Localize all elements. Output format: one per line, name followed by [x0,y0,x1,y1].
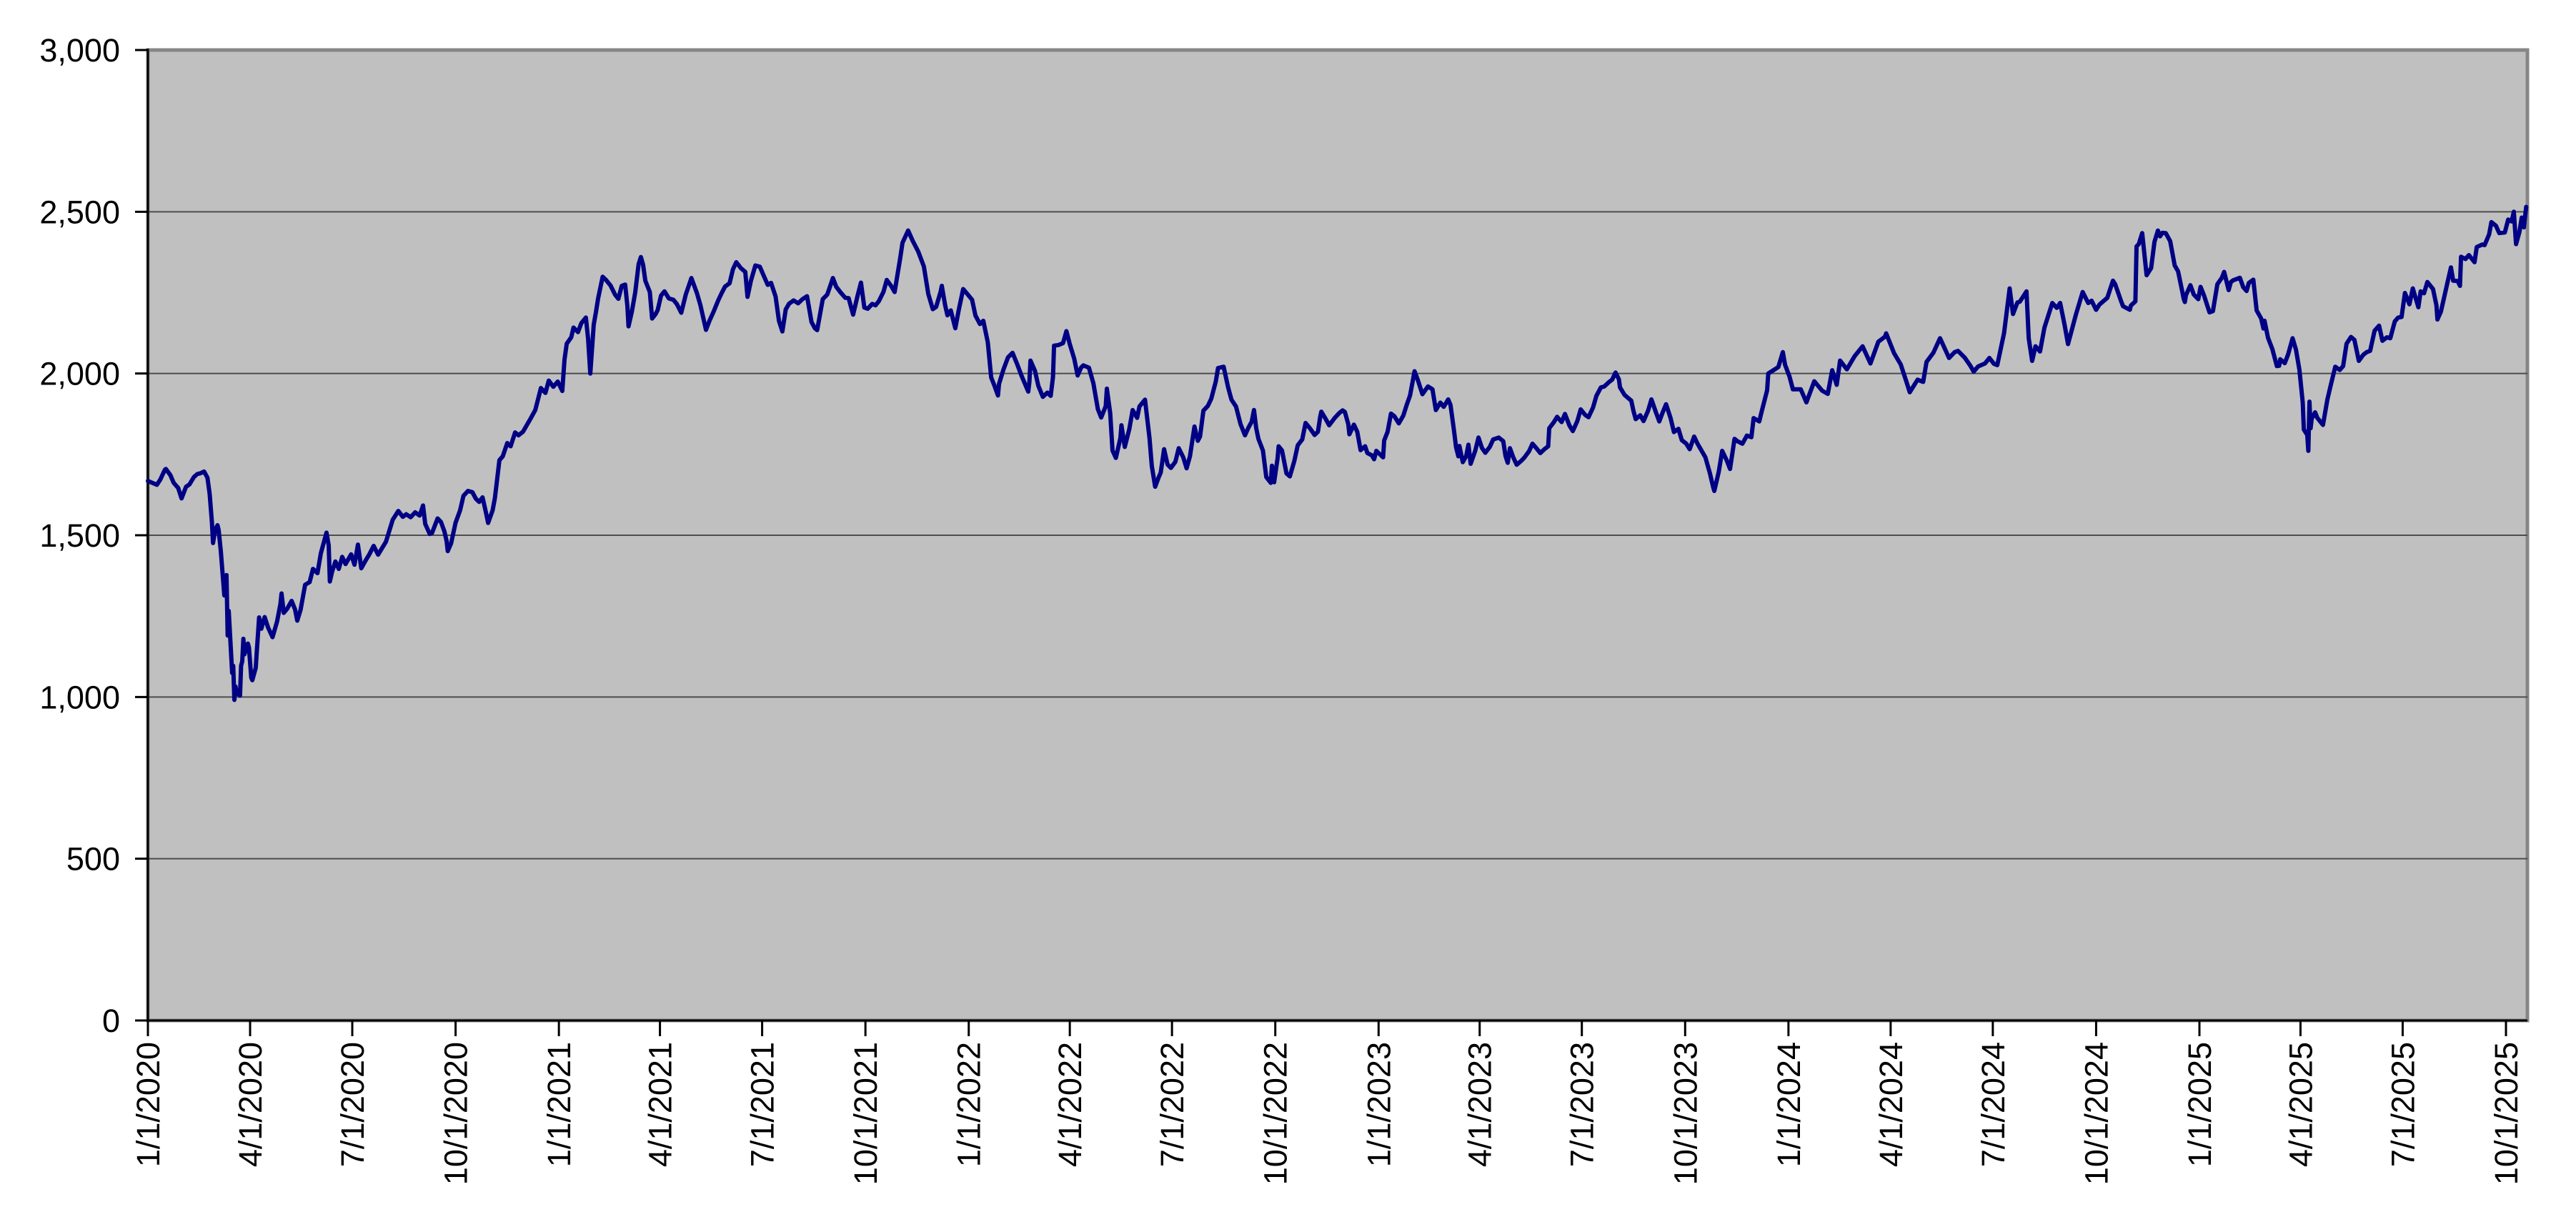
x-axis-label: 1/1/2025 [2182,1042,2218,1167]
x-axis-label: 10/1/2023 [1667,1042,1704,1185]
y-axis-label: 1,500 [39,517,120,554]
x-axis-label: 1/1/2022 [951,1042,988,1167]
x-axis-label: 4/1/2023 [1462,1042,1498,1167]
x-axis-label: 1/1/2024 [1771,1042,1807,1167]
y-axis-label: 1,000 [39,679,120,715]
x-axis-label: 7/1/2020 [334,1042,371,1167]
x-axis-label: 4/1/2021 [642,1042,679,1167]
y-axis-label: 3,000 [39,32,120,69]
x-axis-label: 1/1/2020 [130,1042,166,1167]
x-axis-label: 1/1/2021 [541,1042,577,1167]
y-axis-label: 0 [102,1003,120,1039]
x-axis-label: 7/1/2022 [1154,1042,1190,1167]
x-axis-label: 10/1/2020 [438,1042,474,1185]
x-axis-label: 10/1/2025 [2488,1042,2525,1185]
y-axis-label: 2,000 [39,356,120,392]
x-axis-label: 10/1/2022 [1258,1042,1294,1185]
price-series-line [146,204,2529,702]
y-axis-label: 500 [66,841,120,878]
x-axis-label: 1/1/2023 [1361,1042,1397,1167]
x-axis-label: 4/1/2022 [1052,1042,1088,1167]
y-axis-label: 2,500 [39,194,120,230]
x-axis-label: 4/1/2025 [2282,1042,2319,1167]
x-axis-label: 10/1/2021 [847,1042,884,1185]
x-axis-label: 4/1/2024 [1873,1042,1909,1167]
x-axis-label: 7/1/2024 [1975,1042,2011,1167]
x-axis-label: 10/1/2024 [2078,1042,2114,1185]
x-axis-label: 4/1/2020 [232,1042,269,1167]
x-axis-label: 7/1/2025 [2384,1042,2421,1167]
x-axis-label: 7/1/2021 [745,1042,781,1167]
x-axis-label: 7/1/2023 [1564,1042,1601,1167]
